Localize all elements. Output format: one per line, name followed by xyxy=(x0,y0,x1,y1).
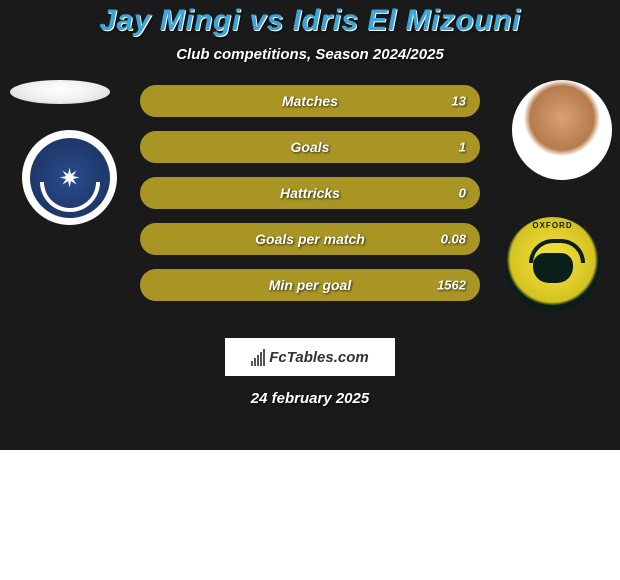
page-title: Jay Mingi vs Idris El Mizouni xyxy=(0,4,620,38)
ox-icon xyxy=(523,235,583,295)
bottom-whitespace xyxy=(0,450,620,580)
stat-label: Goals per match xyxy=(255,231,365,247)
stat-value-right: 1562 xyxy=(437,278,466,293)
club-right-logo: OXFORD xyxy=(505,217,600,312)
stat-label: Matches xyxy=(282,93,338,109)
stat-value-right: 0.08 xyxy=(441,232,466,247)
stat-value-right: 0 xyxy=(459,186,466,201)
bars-icon xyxy=(251,349,265,366)
date-label: 24 february 2025 xyxy=(0,390,620,407)
stats-area: ✷ OXFORD Matches 13 Goals 1 Hattricks 0 Goals … xyxy=(0,85,620,330)
stat-row: Min per goal 1562 xyxy=(140,269,480,301)
brand-text: FcTables.com xyxy=(269,349,368,366)
player-right-photo xyxy=(512,80,612,180)
stat-label: Goals xyxy=(291,139,330,155)
stat-value-right: 13 xyxy=(452,94,466,109)
club-right-text: OXFORD xyxy=(505,221,600,230)
club-left-logo: ✷ xyxy=(22,130,117,225)
stat-row: Hattricks 0 xyxy=(140,177,480,209)
stat-value-right: 1 xyxy=(459,140,466,155)
comparison-card: Jay Mingi vs Idris El Mizouni Club compe… xyxy=(0,0,620,450)
stat-row: Matches 13 xyxy=(140,85,480,117)
stat-label: Hattricks xyxy=(280,185,340,201)
brand-watermark[interactable]: FcTables.com xyxy=(225,338,395,376)
stat-label: Min per goal xyxy=(269,277,351,293)
stat-row: Goals 1 xyxy=(140,131,480,163)
subtitle: Club competitions, Season 2024/2025 xyxy=(0,46,620,63)
player-left-photo xyxy=(10,80,110,104)
stat-row: Goals per match 0.08 xyxy=(140,223,480,255)
